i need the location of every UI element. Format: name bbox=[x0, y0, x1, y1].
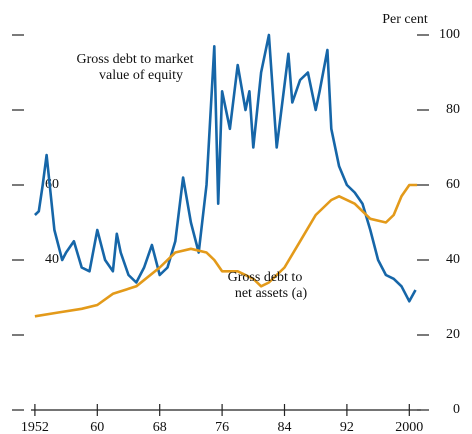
line-series bbox=[34, 33, 417, 303]
y2-tick-label: 80 bbox=[446, 102, 460, 117]
y-tick-label: 40 bbox=[45, 252, 59, 267]
x-tick-label: 68 bbox=[153, 420, 167, 434]
y2-tick-label: 60 bbox=[446, 177, 460, 192]
y2-axis-label: Per cent bbox=[382, 12, 428, 27]
x-tick-label: 92 bbox=[340, 420, 354, 434]
y2-tick-label: 0 bbox=[453, 402, 460, 417]
x-tick-label: 76 bbox=[215, 420, 229, 434]
y2-tick-label: 40 bbox=[446, 252, 460, 267]
y2-tick-label: 100 bbox=[439, 27, 460, 42]
x-tick-label: 2000 bbox=[395, 420, 423, 434]
y-tick-label: 60 bbox=[45, 177, 59, 192]
y2-tick-label: 20 bbox=[446, 327, 460, 342]
x-tick-label: 1952 bbox=[21, 420, 49, 434]
x-tick-label: 84 bbox=[278, 420, 292, 434]
series-label: Gross debt to market bbox=[76, 52, 193, 67]
series-label: value of equity bbox=[99, 68, 183, 83]
series-label: net assets (a) bbox=[235, 286, 308, 301]
line-series bbox=[34, 183, 418, 318]
series-label: Gross debt to bbox=[228, 270, 303, 285]
x-tick-label: 60 bbox=[90, 420, 104, 434]
